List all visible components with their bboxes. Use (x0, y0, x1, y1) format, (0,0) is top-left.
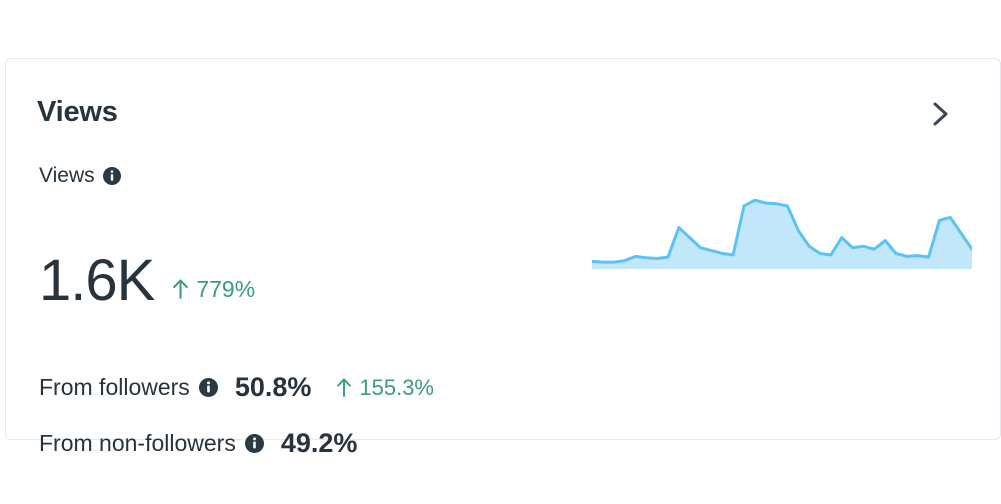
breakdown-value: 50.8% (234, 372, 312, 402)
views-sparkline-chart (592, 189, 972, 269)
metric-value: 1.6K (39, 248, 155, 313)
sparkline-area (592, 200, 972, 269)
card-header: Views (37, 93, 976, 135)
metric-delta: 779% (172, 275, 255, 303)
arrow-up-icon (336, 377, 352, 398)
page-title: Views (37, 96, 118, 128)
views-insights-card[interactable]: Views Views 1.6K (5, 58, 1001, 458)
breakdown-label: From followers (39, 374, 190, 400)
metric-label-row: Views (39, 163, 121, 189)
metric-label: Views (39, 164, 95, 187)
info-icon[interactable] (102, 167, 121, 185)
chevron-right-icon[interactable] (926, 99, 956, 129)
arrow-up-icon (172, 278, 189, 300)
breakdown-row-non-followers: From non-followers 49.2% (39, 415, 599, 471)
breakdown-delta-value: 155.3% (359, 374, 434, 400)
metric-delta-value: 779% (196, 276, 256, 302)
breakdown-label: From non-followers (39, 430, 236, 456)
breakdown-delta: 155.3% (336, 374, 434, 401)
breakdown-value: 49.2% (280, 428, 358, 458)
info-icon[interactable] (198, 377, 218, 397)
info-icon[interactable] (244, 433, 264, 453)
metric-value-row: 1.6K 779% (39, 249, 255, 313)
breakdown-row-followers: From followers 50.8% 155.3% (39, 359, 599, 415)
sparkline-line (592, 198, 972, 264)
breakdown-list: From followers 50.8% 155.3% (39, 359, 599, 471)
